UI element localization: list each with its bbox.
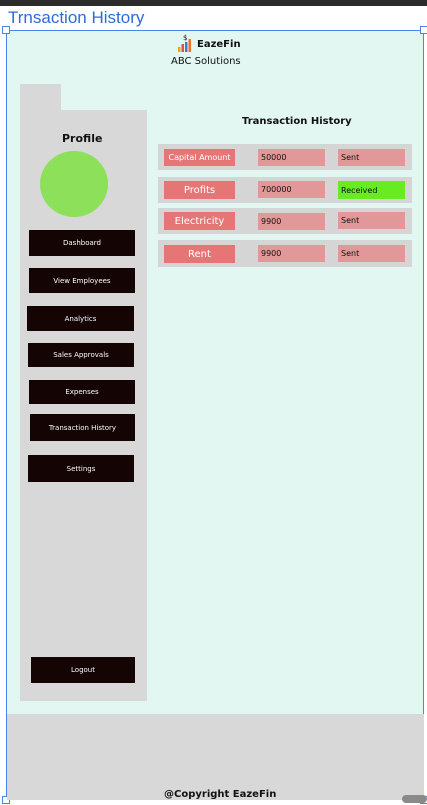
sidebar-item-settings[interactable]: Settings	[28, 455, 134, 482]
transaction-label: Capital Amount	[164, 149, 235, 166]
sidebar-item-analytics[interactable]: Analytics	[27, 306, 134, 331]
scroll-handle[interactable]	[402, 795, 427, 803]
company-name: ABC Solutions	[171, 56, 241, 67]
page-title: Transaction History	[242, 116, 352, 127]
transaction-amount: 700000	[258, 181, 325, 198]
sidebar-item-view-employees[interactable]: View Employees	[29, 268, 135, 293]
transaction-label: Electricity	[164, 212, 235, 230]
resize-handle-top-right[interactable]	[420, 26, 427, 34]
transaction-amount: 9900	[258, 245, 325, 262]
profile-title: Profile	[62, 132, 103, 145]
transaction-label: Profits	[164, 181, 235, 199]
logout-button[interactable]: Logout	[31, 657, 135, 683]
avatar[interactable]	[40, 151, 108, 217]
resize-handle-bottom-left[interactable]	[2, 796, 10, 804]
transaction-amount: 50000	[258, 149, 325, 166]
transaction-status: Sent	[338, 245, 405, 262]
window-top-bar	[0, 0, 427, 6]
footer	[7, 714, 424, 800]
sidebar-item-sales-approvals[interactable]: Sales Approvals	[28, 343, 134, 367]
frame-title: Trnsaction History	[8, 8, 145, 27]
sidebar-item-expenses[interactable]: Expenses	[29, 380, 135, 404]
transaction-label: Rent	[164, 245, 235, 263]
copyright-text: @Copyright EazeFin	[164, 789, 277, 800]
sidebar-item-transaction-history[interactable]: Transaction History	[30, 414, 135, 441]
dollar-bar-chart-icon: $	[178, 34, 191, 52]
sidebar-item-dashboard[interactable]: Dashboard	[29, 230, 135, 256]
svg-text:$: $	[183, 34, 187, 42]
resize-handle-top-left[interactable]	[2, 26, 10, 34]
transaction-status: Sent	[338, 212, 405, 229]
sidebar-tab	[20, 84, 61, 110]
transaction-status: Received	[338, 181, 405, 199]
brand-name: EazeFin	[197, 39, 241, 50]
transaction-amount: 9900	[258, 213, 325, 230]
transaction-status: Sent	[338, 149, 405, 166]
